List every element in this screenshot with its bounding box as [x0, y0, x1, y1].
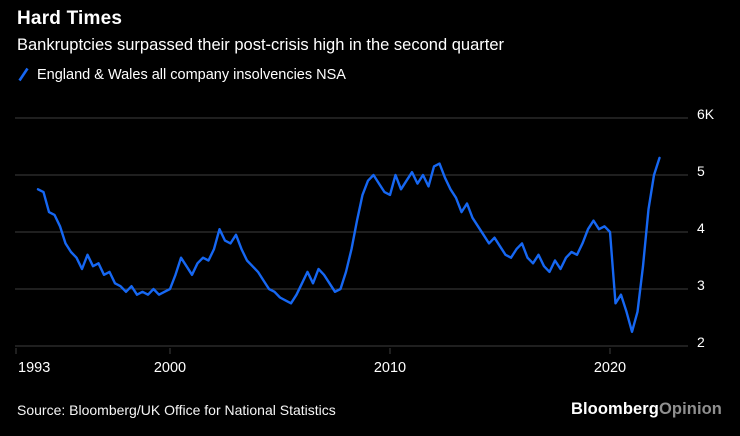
line-chart: 6K 5 4 3 2 1993 2000 2010 2020: [15, 106, 715, 376]
x-axis-label: 1993: [18, 360, 50, 376]
legend-label: England & Wales all company insolvencies…: [37, 66, 346, 83]
series-line: [36, 156, 661, 333]
legend: England & Wales all company insolvencies…: [17, 66, 346, 83]
y-axis-label: 3: [697, 277, 705, 293]
logo-bloomberg: Bloomberg: [570, 400, 659, 418]
chart-title: Hard Times: [17, 8, 123, 29]
y-axis-label: 6K: [697, 106, 715, 122]
bloomberg-opinion-logo: BloombergOpinion: [571, 400, 722, 419]
series-slash-icon: [18, 67, 29, 82]
x-axis-label: 2020: [594, 360, 626, 376]
y-axis-label: 4: [697, 220, 705, 236]
chart-subtitle: Bankruptcies surpassed their post-crisis…: [17, 36, 504, 54]
source-note: Source: Bloomberg/UK Office for National…: [17, 402, 336, 418]
x-axis-label: 2010: [374, 360, 406, 376]
x-axis-label: 2000: [154, 360, 186, 376]
logo-opinion: Opinion: [658, 400, 722, 418]
y-axis-label: 5: [697, 163, 705, 179]
y-axis-label: 2: [697, 334, 705, 350]
